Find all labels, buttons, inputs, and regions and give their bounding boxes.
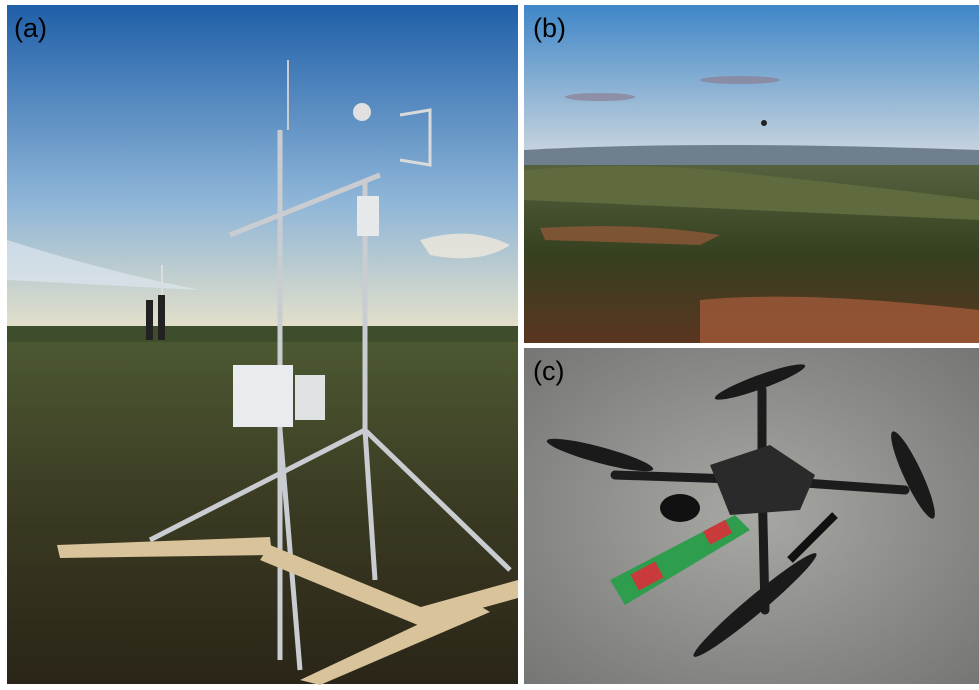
panel-c: (c) bbox=[524, 348, 979, 684]
sensor bbox=[357, 196, 379, 236]
panel-label: (a) bbox=[14, 13, 47, 43]
frame bbox=[57, 537, 518, 685]
box bbox=[295, 375, 325, 420]
gps bbox=[660, 494, 700, 522]
panel-label: (b) bbox=[533, 13, 566, 43]
cloud bbox=[565, 93, 635, 101]
panel-label: (c) bbox=[533, 356, 564, 386]
radiometer bbox=[353, 103, 371, 121]
drone-body bbox=[710, 445, 815, 515]
sensor-board bbox=[703, 519, 733, 545]
cloud bbox=[7, 240, 200, 290]
panel-a: (a) bbox=[7, 5, 518, 685]
treeline bbox=[7, 326, 518, 342]
cloud bbox=[420, 233, 510, 259]
sky bbox=[7, 5, 518, 335]
bog bbox=[540, 226, 720, 245]
logger-box bbox=[233, 365, 293, 427]
anemometer bbox=[399, 108, 432, 167]
sensor-board bbox=[630, 561, 664, 591]
cloud bbox=[700, 76, 780, 84]
floor bbox=[524, 348, 979, 684]
drone bbox=[761, 120, 767, 126]
landing-gear bbox=[787, 512, 838, 563]
panel-b: (b) bbox=[524, 5, 979, 343]
windmill bbox=[146, 265, 165, 340]
propellers bbox=[546, 364, 935, 657]
bog bbox=[700, 296, 979, 343]
hill bbox=[524, 166, 979, 220]
